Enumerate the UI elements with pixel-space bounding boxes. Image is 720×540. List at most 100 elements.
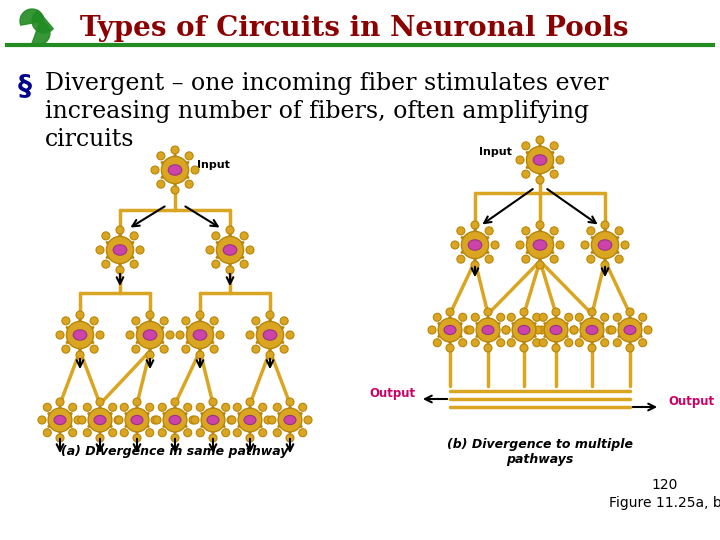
- Circle shape: [520, 308, 528, 316]
- Polygon shape: [512, 316, 536, 344]
- Ellipse shape: [586, 326, 598, 335]
- Text: Output: Output: [369, 388, 415, 401]
- Circle shape: [484, 344, 492, 352]
- Circle shape: [62, 345, 70, 353]
- Circle shape: [497, 313, 505, 321]
- Circle shape: [185, 180, 193, 188]
- Circle shape: [96, 398, 104, 406]
- Circle shape: [189, 416, 197, 424]
- Ellipse shape: [444, 326, 456, 335]
- Circle shape: [544, 318, 568, 342]
- Circle shape: [615, 227, 623, 235]
- Polygon shape: [161, 154, 189, 186]
- Circle shape: [600, 313, 608, 321]
- Circle shape: [512, 318, 536, 342]
- Circle shape: [446, 308, 454, 316]
- Circle shape: [570, 326, 578, 334]
- Circle shape: [462, 232, 489, 259]
- Polygon shape: [461, 229, 489, 261]
- Circle shape: [516, 156, 524, 164]
- Circle shape: [446, 344, 454, 352]
- Circle shape: [56, 434, 64, 442]
- Circle shape: [226, 226, 234, 234]
- Circle shape: [536, 261, 544, 269]
- Circle shape: [550, 170, 558, 178]
- Circle shape: [182, 317, 190, 325]
- Circle shape: [90, 345, 98, 353]
- Polygon shape: [48, 406, 72, 434]
- Circle shape: [120, 403, 128, 411]
- Circle shape: [88, 408, 112, 432]
- Circle shape: [238, 408, 262, 432]
- Circle shape: [191, 416, 199, 424]
- Polygon shape: [136, 319, 164, 351]
- Circle shape: [212, 260, 220, 268]
- Polygon shape: [278, 406, 302, 434]
- Polygon shape: [32, 11, 53, 33]
- Circle shape: [246, 331, 254, 339]
- Polygon shape: [20, 9, 44, 25]
- Circle shape: [280, 317, 288, 325]
- Circle shape: [564, 313, 572, 321]
- Ellipse shape: [73, 330, 87, 340]
- Circle shape: [126, 331, 134, 339]
- Circle shape: [433, 339, 441, 347]
- Circle shape: [587, 227, 595, 235]
- Circle shape: [196, 311, 204, 319]
- Ellipse shape: [131, 415, 143, 424]
- Polygon shape: [476, 316, 500, 344]
- Circle shape: [299, 403, 307, 411]
- Text: (a) Divergence in same pathway: (a) Divergence in same pathway: [61, 446, 289, 458]
- Circle shape: [84, 429, 91, 437]
- Circle shape: [536, 176, 544, 184]
- Polygon shape: [66, 319, 94, 351]
- Text: Figure 11.25a, b: Figure 11.25a, b: [608, 496, 720, 510]
- Polygon shape: [526, 229, 554, 261]
- Circle shape: [526, 146, 554, 173]
- Circle shape: [160, 345, 168, 353]
- Circle shape: [136, 321, 163, 349]
- Circle shape: [464, 326, 472, 334]
- Circle shape: [472, 313, 480, 321]
- Circle shape: [618, 318, 642, 342]
- Circle shape: [564, 339, 572, 347]
- Circle shape: [644, 326, 652, 334]
- Circle shape: [133, 398, 141, 406]
- Circle shape: [151, 416, 159, 424]
- Circle shape: [552, 344, 560, 352]
- Circle shape: [146, 311, 154, 319]
- Ellipse shape: [264, 330, 276, 340]
- Circle shape: [130, 260, 138, 268]
- Circle shape: [186, 321, 214, 349]
- Circle shape: [96, 331, 104, 339]
- Circle shape: [286, 434, 294, 442]
- Circle shape: [133, 434, 141, 442]
- Circle shape: [158, 429, 166, 437]
- Circle shape: [626, 344, 634, 352]
- Circle shape: [109, 429, 117, 437]
- Circle shape: [502, 326, 510, 334]
- Circle shape: [591, 232, 618, 259]
- Circle shape: [158, 403, 166, 411]
- Circle shape: [588, 308, 596, 316]
- Ellipse shape: [482, 326, 494, 335]
- Circle shape: [48, 408, 72, 432]
- Circle shape: [556, 241, 564, 249]
- Circle shape: [516, 241, 524, 249]
- Circle shape: [56, 398, 64, 406]
- Circle shape: [626, 308, 634, 316]
- Ellipse shape: [550, 326, 562, 335]
- Circle shape: [438, 318, 462, 342]
- Polygon shape: [256, 319, 284, 351]
- Circle shape: [570, 326, 578, 334]
- Circle shape: [184, 403, 192, 411]
- Circle shape: [621, 241, 629, 249]
- Circle shape: [185, 152, 193, 160]
- Circle shape: [639, 313, 647, 321]
- Circle shape: [125, 408, 149, 432]
- Polygon shape: [438, 316, 462, 344]
- Circle shape: [233, 403, 241, 411]
- Circle shape: [587, 255, 595, 263]
- Circle shape: [639, 339, 647, 347]
- Circle shape: [246, 246, 254, 254]
